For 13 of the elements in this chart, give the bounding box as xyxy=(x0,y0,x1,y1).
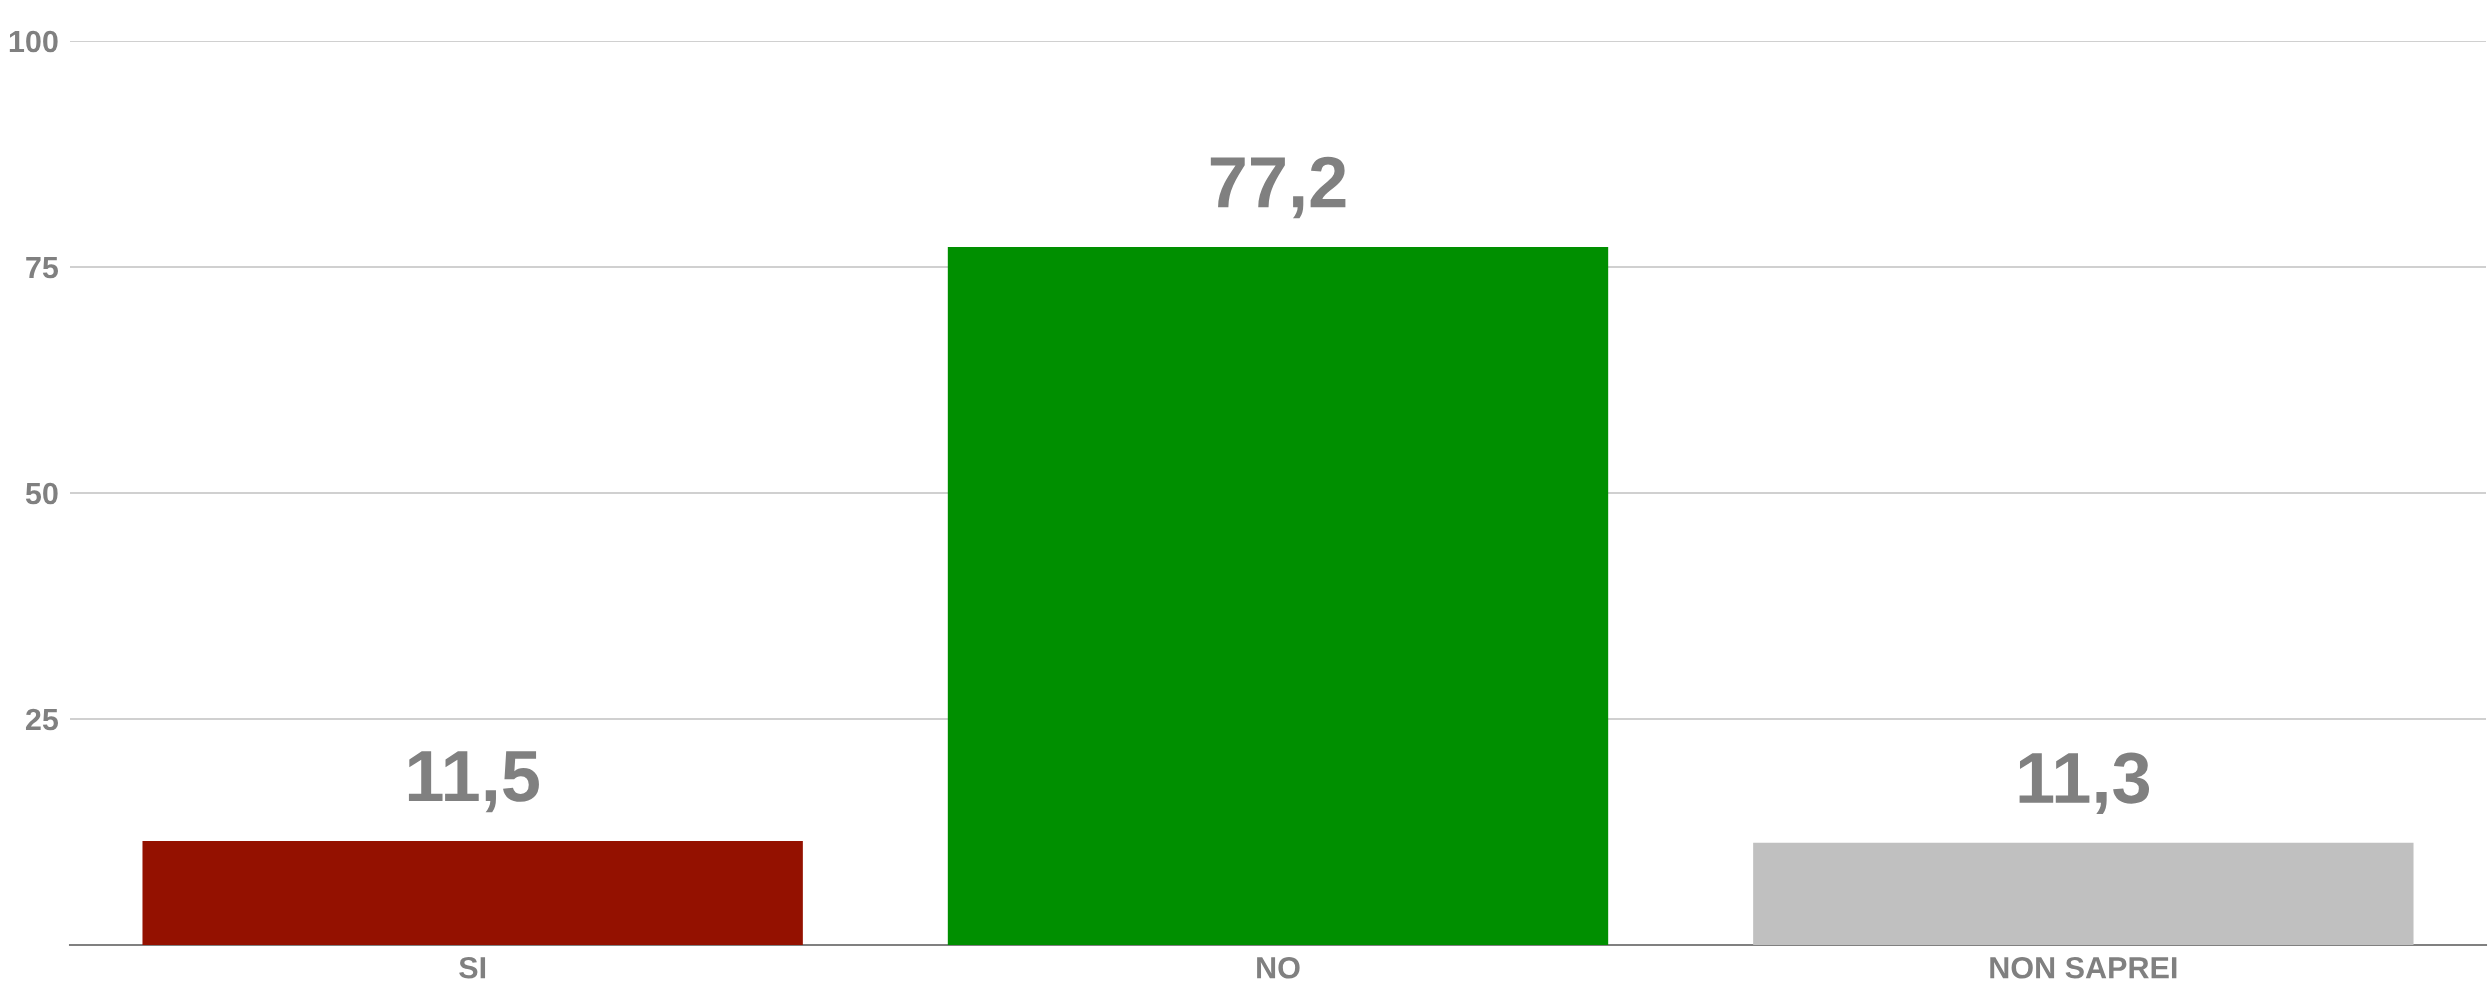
y-tick-label: 25 xyxy=(25,708,59,731)
x-tick-label: SI xyxy=(459,956,486,979)
bar xyxy=(947,247,1609,945)
bar xyxy=(142,841,803,945)
y-tick-label: 50 xyxy=(25,482,58,505)
data-label: 11,5 xyxy=(408,751,539,813)
y-tick-label: 75 xyxy=(26,257,59,279)
data-label: 77,2 xyxy=(1210,156,1346,219)
y-tick-label: 100 xyxy=(9,30,58,53)
x-tick-label: NON SAPREI xyxy=(1990,956,2177,979)
x-tick-label: NO xyxy=(1257,956,1300,979)
data-label: 11,3 xyxy=(2019,752,2150,815)
bar xyxy=(1753,842,2414,945)
